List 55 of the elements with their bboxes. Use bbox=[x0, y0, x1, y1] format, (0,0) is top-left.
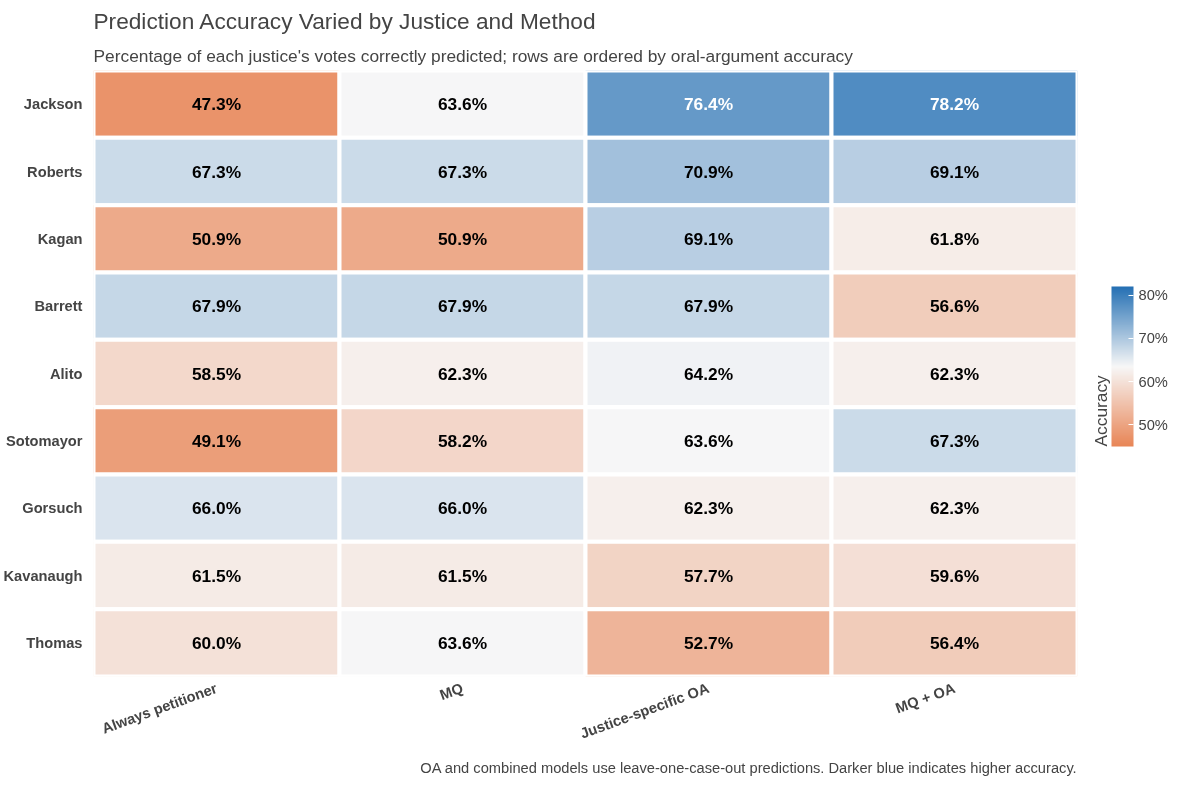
data-label: 52.7% bbox=[683, 632, 734, 653]
color-bar-label: 60% bbox=[1138, 373, 1168, 390]
data-label: 69.1% bbox=[683, 228, 734, 249]
y-tick-label: Kavanaugh bbox=[3, 567, 83, 584]
data-label: 76.4% bbox=[683, 94, 734, 115]
data-label: 62.3% bbox=[929, 363, 980, 384]
data-label: 56.6% bbox=[929, 296, 980, 317]
y-tick-label: Kagan bbox=[37, 230, 83, 247]
color-bar-title: Accuracy bbox=[1090, 374, 1111, 447]
data-label: 67.3% bbox=[191, 161, 242, 182]
data-label: 56.4% bbox=[929, 632, 980, 653]
data-label: 67.3% bbox=[929, 430, 980, 451]
data-label: 61.5% bbox=[437, 565, 488, 586]
data-label: 64.2% bbox=[683, 363, 734, 384]
data-label: 67.9% bbox=[191, 296, 242, 317]
data-label: 50.9% bbox=[437, 228, 488, 249]
data-label: 57.7% bbox=[683, 565, 734, 586]
data-label: 47.3% bbox=[191, 94, 242, 115]
text: OA and combined models use leave-one-case-out predictions. Darker blue indicates higher accuracy. bbox=[420, 759, 1077, 776]
data-label: 49.1% bbox=[191, 430, 242, 451]
data-label: 69.1% bbox=[929, 161, 980, 182]
data-label: 63.6% bbox=[437, 632, 488, 653]
data-label: 63.6% bbox=[683, 430, 734, 451]
data-label: 58.2% bbox=[437, 430, 488, 451]
data-label: 67.3% bbox=[437, 161, 488, 182]
data-label: 67.9% bbox=[683, 296, 734, 317]
color-bar-label: 70% bbox=[1138, 330, 1168, 347]
y-tick-label: Sotomayor bbox=[5, 432, 83, 449]
data-label: 60.0% bbox=[191, 632, 242, 653]
data-label: 63.6% bbox=[437, 94, 488, 115]
data-label: 62.3% bbox=[683, 498, 734, 519]
y-tick-label: Alito bbox=[49, 365, 83, 382]
y-tick-label: Barrett bbox=[34, 298, 83, 315]
y-tick-label: Thomas bbox=[26, 634, 83, 651]
data-label: 50.9% bbox=[191, 228, 242, 249]
data-label: 58.5% bbox=[191, 363, 242, 384]
data-label: 78.2% bbox=[929, 94, 980, 115]
x-tick-label: MQ + OA bbox=[893, 679, 958, 717]
data-label: 67.9% bbox=[437, 296, 488, 317]
y-tick-label: Gorsuch bbox=[22, 500, 83, 517]
data-label: 61.8% bbox=[929, 228, 980, 249]
data-label: 61.5% bbox=[191, 565, 242, 586]
data-label: 66.0% bbox=[437, 498, 488, 519]
color-bar-label: 80% bbox=[1138, 287, 1168, 304]
y-tick-label: Roberts bbox=[27, 163, 83, 180]
color-bar-label: 50% bbox=[1138, 416, 1168, 433]
data-label: 62.3% bbox=[437, 363, 488, 384]
y-tick-label: Jackson bbox=[23, 96, 83, 113]
data-label: 66.0% bbox=[191, 498, 242, 519]
data-label: 59.6% bbox=[929, 565, 980, 586]
chart-title: Prediction Accuracy Varied by Justice and Method bbox=[93, 7, 596, 34]
data-label: 62.3% bbox=[929, 498, 980, 519]
x-tick-label: MQ bbox=[437, 679, 466, 704]
chart-subtitle: Percentage of each justice's votes correctly predicted; rows are ordered by oral-argument accuracy bbox=[93, 45, 854, 66]
data-label: 70.9% bbox=[683, 161, 734, 182]
